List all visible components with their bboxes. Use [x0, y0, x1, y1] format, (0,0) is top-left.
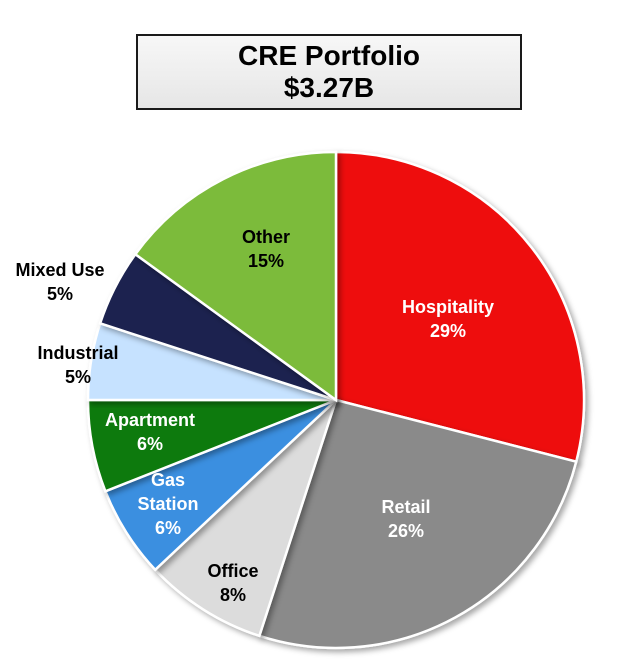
pie-slices — [86, 150, 586, 650]
pie-label-mixed-use-name: Mixed Use — [15, 260, 104, 280]
chart-title: CRE Portfolio — [238, 40, 420, 71]
pie-slice-office — [153, 399, 338, 638]
pie-label-mixed-use-value: 5% — [47, 284, 73, 304]
pie-label-hospitality-value: 29% — [430, 321, 466, 341]
pie-label-office-value: 8% — [220, 585, 246, 605]
pie-label-retail-name: Retail — [381, 497, 430, 517]
pie-label-gas-station-name: Station — [138, 494, 199, 514]
pie-label-apartment-name: Apartment — [105, 410, 195, 430]
pie-label-hospitality-name: Hospitality — [402, 297, 494, 317]
pie-slice-retail — [257, 398, 578, 650]
pie-slice-other — [133, 150, 338, 403]
pie-label-gas-station-value: 6% — [155, 518, 181, 538]
pie-label-gas-station-name: Gas — [151, 470, 185, 490]
pie-label-office-name: Office — [207, 561, 258, 581]
pie-label-other-value: 15% — [248, 251, 284, 271]
pie-label-industrial-value: 5% — [65, 367, 91, 387]
pie-label-industrial-name: Industrial — [37, 343, 118, 363]
pie-label-apartment-value: 6% — [137, 434, 163, 454]
pie-label-other-name: Other — [242, 227, 290, 247]
chart-total: $3.27B — [283, 72, 375, 103]
pie-label-retail-value: 26% — [388, 521, 424, 541]
chart-title-box: CRE Portfolio $3.27B — [136, 34, 522, 110]
pie-slice-hospitality — [334, 150, 586, 464]
pie-labels: Hospitality 29% Retail 26% Office 8% Gas Statio… — [15, 227, 494, 605]
